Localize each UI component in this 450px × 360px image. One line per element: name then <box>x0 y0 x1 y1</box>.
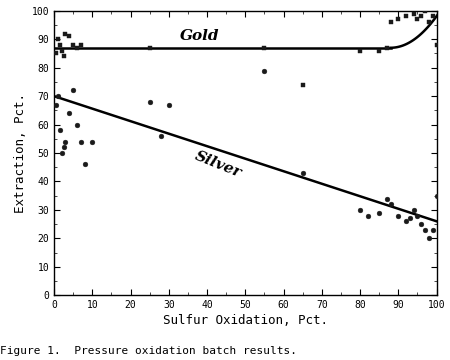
Point <box>418 221 425 227</box>
Point <box>422 227 429 233</box>
Point <box>261 45 268 51</box>
Text: Gold: Gold <box>180 30 219 44</box>
Point <box>425 235 432 241</box>
Point <box>395 213 402 219</box>
Point <box>387 201 394 207</box>
Point <box>375 48 382 54</box>
X-axis label: Sulfur Oxidation, Pct.: Sulfur Oxidation, Pct. <box>163 314 328 327</box>
Point <box>73 122 81 127</box>
Point <box>299 82 306 87</box>
Point <box>62 31 69 36</box>
Point <box>165 102 172 108</box>
Point <box>56 127 63 133</box>
Point <box>402 14 410 19</box>
Point <box>56 42 63 48</box>
Point <box>410 11 417 17</box>
Point <box>356 207 364 213</box>
Point <box>418 14 425 19</box>
Point <box>387 19 394 25</box>
Point <box>52 51 59 57</box>
Point <box>414 213 421 219</box>
Point <box>89 139 96 144</box>
Point <box>158 133 165 139</box>
Point <box>60 53 67 59</box>
Point <box>73 45 81 51</box>
Point <box>422 8 429 14</box>
Point <box>81 162 88 167</box>
Point <box>52 102 59 108</box>
Point <box>410 207 417 213</box>
Point <box>146 99 153 105</box>
Point <box>375 210 382 216</box>
Point <box>433 42 440 48</box>
Text: Silver: Silver <box>193 149 244 180</box>
Point <box>433 193 440 199</box>
Point <box>402 219 410 224</box>
Point <box>406 216 414 221</box>
Text: Figure 1.  Pressure oxidation batch results.: Figure 1. Pressure oxidation batch resul… <box>0 346 297 356</box>
Point <box>77 139 85 144</box>
Point <box>299 170 306 176</box>
Point <box>66 110 73 116</box>
Point <box>60 144 67 150</box>
Y-axis label: Extraction, Pct.: Extraction, Pct. <box>14 93 27 213</box>
Point <box>69 87 76 93</box>
Point <box>383 45 391 51</box>
Point <box>58 150 65 156</box>
Point <box>77 42 85 48</box>
Point <box>261 68 268 73</box>
Point <box>364 213 371 219</box>
Point <box>383 195 391 201</box>
Point <box>62 139 69 144</box>
Point <box>54 36 61 42</box>
Point <box>69 42 76 48</box>
Point <box>58 48 65 54</box>
Point <box>429 227 436 233</box>
Point <box>429 14 436 19</box>
Point <box>414 17 421 22</box>
Point <box>54 93 61 99</box>
Point <box>356 48 364 54</box>
Point <box>425 19 432 25</box>
Point <box>66 33 73 39</box>
Point <box>146 45 153 51</box>
Point <box>395 17 402 22</box>
